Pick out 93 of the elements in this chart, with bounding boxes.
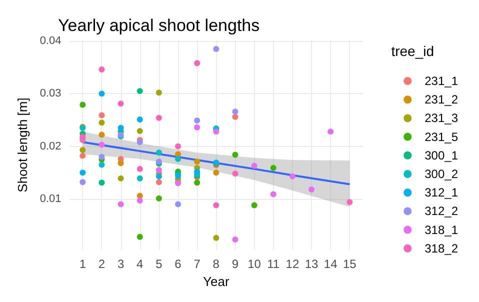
point: [98, 120, 105, 126]
legend-label: 231_5: [424, 130, 458, 144]
x-tick-label: 11: [267, 257, 280, 271]
point: [136, 166, 143, 172]
point: [194, 124, 200, 130]
point: [80, 102, 86, 108]
x-tick-label: 6: [174, 257, 182, 271]
point: [136, 139, 143, 146]
point: [136, 88, 143, 94]
x-tick-label: 8: [212, 257, 220, 271]
legend-label: 318_1: [424, 222, 458, 237]
legend-label: 312_2: [424, 204, 458, 218]
point: [156, 195, 162, 202]
point: [156, 150, 162, 156]
point: [232, 170, 238, 177]
point: [251, 202, 258, 208]
point: [136, 128, 143, 134]
legend-label: 300_2: [424, 167, 458, 181]
point: [308, 186, 315, 192]
point: [98, 154, 105, 160]
point: [213, 170, 220, 176]
x-tick-label: 14: [324, 257, 338, 271]
point: [118, 175, 124, 182]
y-tick-label: 0.02: [40, 140, 62, 152]
point: [136, 116, 143, 122]
legend-label: 231_2: [424, 92, 458, 107]
point: [98, 66, 105, 72]
point: [213, 234, 220, 241]
y-axis-title: Shoot length [m]: [15, 98, 30, 192]
x-tick-label: 13: [304, 257, 319, 271]
point: [98, 132, 105, 138]
point: [118, 124, 124, 131]
y-tick-label: 0.01: [40, 192, 62, 205]
point: [80, 147, 86, 153]
point: [98, 112, 105, 118]
x-tick-label: 12: [286, 257, 300, 271]
x-tick-label: 7: [194, 257, 201, 271]
point: [118, 160, 124, 166]
point: [136, 175, 143, 182]
point: [156, 173, 162, 180]
point: [328, 128, 334, 135]
point: [98, 142, 105, 148]
legend-label: 318_2: [424, 241, 458, 256]
legend-label: 312_1: [424, 186, 458, 200]
chart-title: Yearly apical shoot lengths: [58, 16, 260, 35]
legend-title: tree_id: [391, 43, 434, 59]
point: [98, 90, 105, 97]
point: [80, 170, 86, 176]
x-tick-label: 2: [98, 257, 106, 271]
point: [156, 114, 162, 121]
x-tick-label: 5: [156, 257, 163, 271]
point: [270, 164, 276, 171]
point: [213, 202, 220, 208]
point: [232, 236, 238, 242]
point: [194, 118, 200, 124]
point: [232, 114, 238, 120]
point: [156, 90, 162, 96]
x-tick-label: 10: [248, 257, 262, 271]
y-tick-label: 0.03: [40, 88, 62, 100]
legend-label: 231_1: [424, 74, 458, 88]
point: [213, 128, 220, 135]
x-tick-label: 9: [232, 257, 239, 271]
point: [118, 100, 124, 107]
x-tick-label: 4: [136, 257, 144, 271]
point: [175, 143, 182, 150]
legend-label: 300_1: [424, 148, 458, 162]
point: [232, 108, 238, 115]
point: [98, 180, 105, 186]
x-tick-label: 3: [117, 257, 124, 271]
x-tick-label: 15: [342, 257, 357, 271]
y-tick-label: 0.04: [40, 35, 62, 48]
legend-label: 231_3: [424, 111, 458, 126]
point: [289, 173, 296, 180]
point: [194, 60, 200, 66]
point: [251, 162, 258, 169]
point: [118, 201, 124, 208]
point: [270, 191, 276, 198]
point: [136, 198, 143, 204]
x-tick-label: 1: [79, 257, 86, 271]
point: [98, 162, 105, 168]
point: [156, 179, 162, 186]
point: [80, 179, 86, 186]
point: [175, 156, 182, 162]
point: [156, 167, 162, 173]
point: [175, 201, 182, 208]
point: [136, 234, 143, 240]
point: [232, 152, 238, 158]
point: [346, 199, 353, 206]
point: [194, 180, 200, 186]
x-axis-title: Year: [203, 274, 230, 289]
point: [80, 152, 86, 159]
point: [213, 46, 220, 52]
point: [194, 158, 200, 165]
